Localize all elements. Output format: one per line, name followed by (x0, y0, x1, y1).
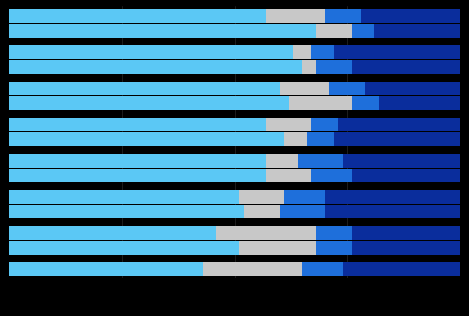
Bar (9, 24, 316, 38)
Bar (203, 263, 302, 276)
Bar (9, 96, 288, 110)
Bar (302, 60, 316, 74)
Bar (352, 169, 460, 182)
Bar (239, 241, 316, 255)
Bar (352, 60, 460, 74)
Bar (307, 132, 333, 146)
Bar (293, 46, 311, 59)
Bar (352, 226, 460, 240)
Bar (316, 226, 352, 240)
Bar (243, 205, 280, 218)
Bar (302, 263, 342, 276)
Bar (284, 190, 325, 204)
Bar (311, 169, 352, 182)
Bar (342, 154, 460, 167)
Bar (297, 154, 342, 167)
Bar (9, 190, 239, 204)
Bar (352, 24, 374, 38)
Bar (316, 24, 352, 38)
Bar (266, 9, 325, 23)
Bar (352, 241, 460, 255)
Bar (361, 9, 460, 23)
Bar (9, 118, 266, 131)
Bar (280, 205, 325, 218)
Bar (9, 132, 284, 146)
Bar (311, 46, 333, 59)
Bar (266, 154, 297, 167)
Bar (325, 190, 460, 204)
Bar (9, 82, 280, 95)
Bar (280, 82, 329, 95)
Bar (9, 60, 302, 74)
Bar (325, 9, 361, 23)
Bar (378, 96, 460, 110)
Bar (9, 169, 266, 182)
Bar (9, 226, 217, 240)
Bar (9, 154, 266, 167)
Bar (9, 241, 239, 255)
Bar (288, 96, 352, 110)
Bar (239, 190, 284, 204)
Bar (266, 169, 311, 182)
Bar (342, 263, 460, 276)
Bar (316, 60, 352, 74)
Bar (311, 118, 338, 131)
Bar (333, 132, 460, 146)
Bar (9, 263, 203, 276)
Bar (365, 82, 460, 95)
Bar (266, 118, 311, 131)
Bar (352, 96, 378, 110)
Bar (329, 82, 365, 95)
Bar (9, 9, 266, 23)
Bar (325, 205, 460, 218)
Bar (9, 205, 243, 218)
Bar (284, 132, 307, 146)
Bar (333, 46, 460, 59)
Bar (338, 118, 460, 131)
Bar (374, 24, 460, 38)
Bar (316, 241, 352, 255)
Bar (9, 46, 293, 59)
Bar (217, 226, 316, 240)
